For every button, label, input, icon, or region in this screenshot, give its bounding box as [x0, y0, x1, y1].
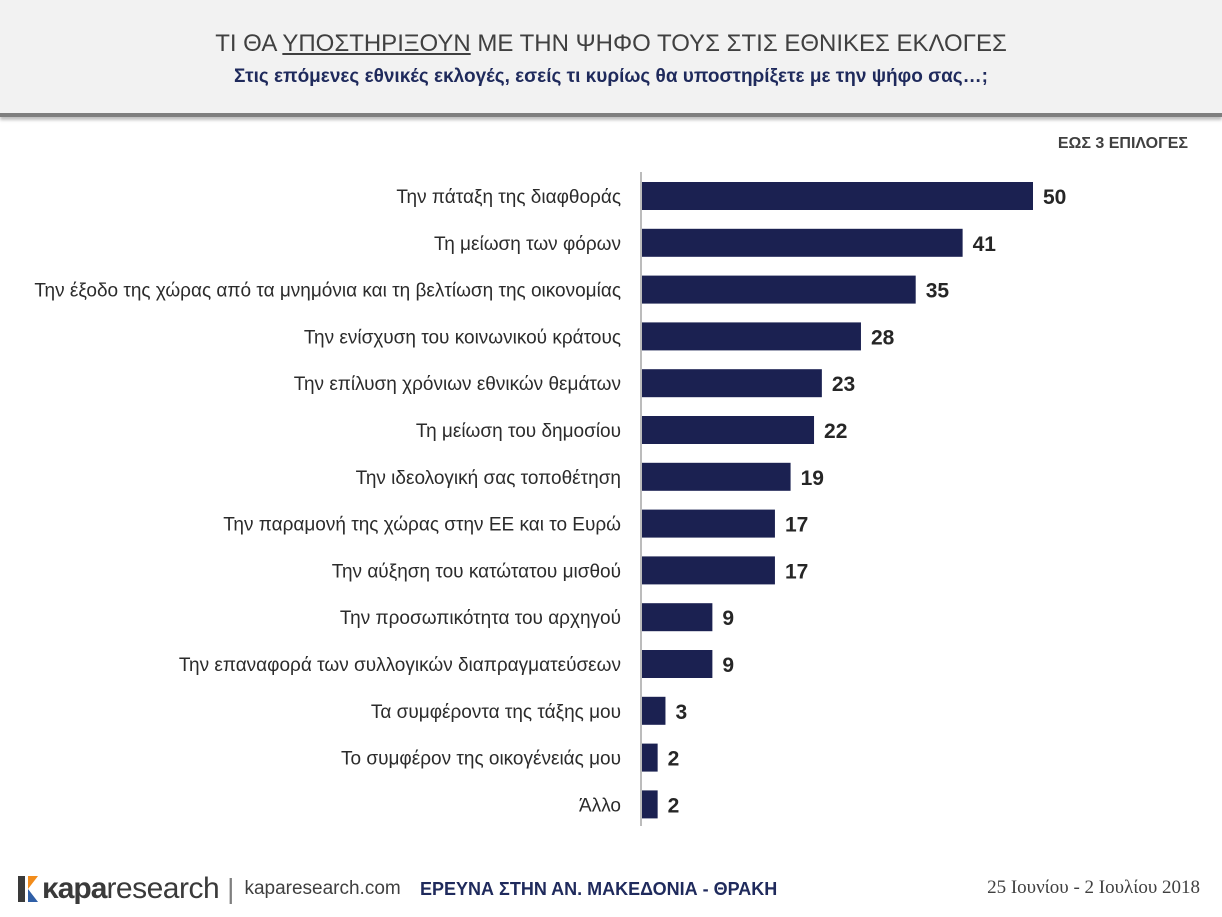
data-label: 17	[785, 514, 808, 537]
header-band: ΤΙ ΘΑ ΥΠΟΣΤΗΡΙΞΟΥΝ ΜΕ ΤΗΝ ΨΗΦΟ ΤΟΥΣ ΣΤΙΣ…	[0, 0, 1222, 117]
category-label: Την επίλυση χρόνιων εθνικών θεμάτων	[294, 374, 621, 395]
bar	[642, 650, 713, 678]
bar	[642, 228, 963, 257]
category-label: Τα συμφέροντα της τάξης μου	[371, 702, 621, 723]
survey-dates: 25 Ιουνίου - 2 Ιουλίου 2018	[987, 877, 1200, 898]
data-label: 9	[722, 654, 734, 677]
category-label: Την έξοδο της χώρας από τα μνημόνια και …	[34, 281, 621, 302]
bar	[642, 322, 861, 351]
title-suffix: ΜΕ ΤΗΝ ΨΗΦΟ ΤΟΥΣ ΣΤΙΣ ΕΘΝΙΚΕΣ ΕΚΛΟΓΕΣ	[470, 30, 1007, 57]
logo-separator: |	[227, 873, 235, 904]
website-link[interactable]: kaparesearch.com	[244, 878, 401, 899]
data-label: 41	[973, 233, 997, 256]
page-title: ΤΙ ΘΑ ΥΠΟΣΤΗΡΙΞΟΥΝ ΜΕ ΤΗΝ ΨΗΦΟ ΤΟΥΣ ΣΤΙΣ…	[0, 30, 1222, 58]
logo-research-text: research	[106, 872, 220, 905]
data-label: 28	[871, 326, 895, 349]
category-label: Την παραμονή της χώρας στην ΕΕ και το Ευ…	[223, 515, 621, 536]
category-label: Τη μείωση των φόρων	[434, 234, 621, 255]
bar	[642, 369, 822, 398]
data-label: 9	[722, 607, 734, 630]
category-label: Το συμφέρον της οικογένειάς μου	[341, 749, 621, 770]
bar	[642, 743, 658, 772]
data-label: 35	[926, 280, 950, 303]
data-label: 17	[785, 560, 808, 583]
category-label: Τη μείωση του δημοσίου	[416, 421, 621, 442]
logo-kapa-text: κapa	[42, 872, 107, 905]
bar	[642, 182, 1033, 210]
bar	[642, 462, 791, 491]
selection-note: ΕΩΣ 3 ΕΠΙΛΟΓΕΣ	[1057, 135, 1188, 152]
category-label: Την ιδεολογική σας τοποθέτηση	[356, 468, 621, 489]
category-label: Την ενίσχυση του κοινωνικού κράτους	[304, 327, 621, 348]
bar	[642, 556, 775, 585]
data-label: 3	[675, 701, 687, 724]
bar	[642, 416, 815, 444]
bar	[642, 696, 666, 725]
kapa-logo-icon	[18, 876, 38, 902]
brand-logo: κapa research | kaparesearch.com	[14, 872, 401, 906]
data-label: 19	[801, 467, 824, 490]
category-label: Άλλο	[579, 795, 621, 816]
category-label: Την πάταξη της διαφθοράς	[396, 187, 621, 208]
study-region: ΕΡΕΥΝΑ ΣΤΗΝ ΑΝ. ΜΑΚΕΔΟΝΙΑ - ΘΡΑΚΗ	[420, 879, 778, 899]
data-label: 50	[1043, 186, 1066, 209]
bar	[642, 509, 775, 538]
category-label: Την αύξηση του κατώτατου μισθού	[332, 561, 621, 582]
title-prefix: ΤΙ ΘΑ	[215, 30, 283, 57]
category-label: Την επαναφορά των συλλογικών διαπραγματε…	[179, 655, 621, 676]
data-label: 2	[668, 748, 680, 771]
data-label: 23	[832, 373, 855, 396]
data-label: 22	[824, 420, 847, 443]
bar	[642, 603, 713, 632]
title-underlined: ΥΠΟΣΤΗΡΙΞΟΥΝ	[282, 30, 471, 57]
bar	[642, 275, 916, 304]
page-subtitle: Στις επόμενες εθνικές εκλογές, εσείς τι …	[234, 66, 988, 87]
data-label: 2	[668, 794, 680, 817]
bar	[642, 790, 658, 819]
category-label: Την προσωπικότητα του αρχηγού	[340, 608, 621, 629]
